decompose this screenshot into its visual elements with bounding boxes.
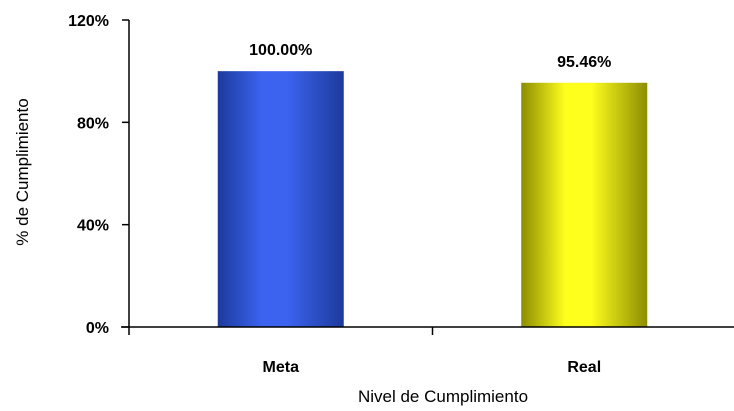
axes-layer: [121, 20, 734, 328]
data-label-real: 95.46%: [557, 54, 611, 71]
y-tick-label: 0%: [86, 320, 109, 337]
bar-meta: [217, 71, 344, 328]
x-ticks-layer: Meta Real: [128, 327, 601, 376]
y-tick-label: 40%: [77, 218, 109, 235]
y-axis-title: % de Cumplimiento: [13, 98, 32, 245]
bar-real: [521, 82, 648, 328]
category-label-real: Real: [567, 359, 601, 376]
y-tick-label: 120%: [68, 13, 109, 30]
data-labels-layer: 100.00% 95.46%: [249, 42, 611, 71]
data-label-meta: 100.00%: [249, 42, 312, 59]
y-tick-label: 80%: [77, 115, 109, 132]
y-ticks-layer: 0% 40% 80% 120%: [68, 13, 129, 337]
x-axis-title: Nivel de Cumplimiento: [358, 387, 528, 406]
bars-layer: [217, 71, 648, 328]
category-label-meta: Meta: [263, 359, 300, 376]
